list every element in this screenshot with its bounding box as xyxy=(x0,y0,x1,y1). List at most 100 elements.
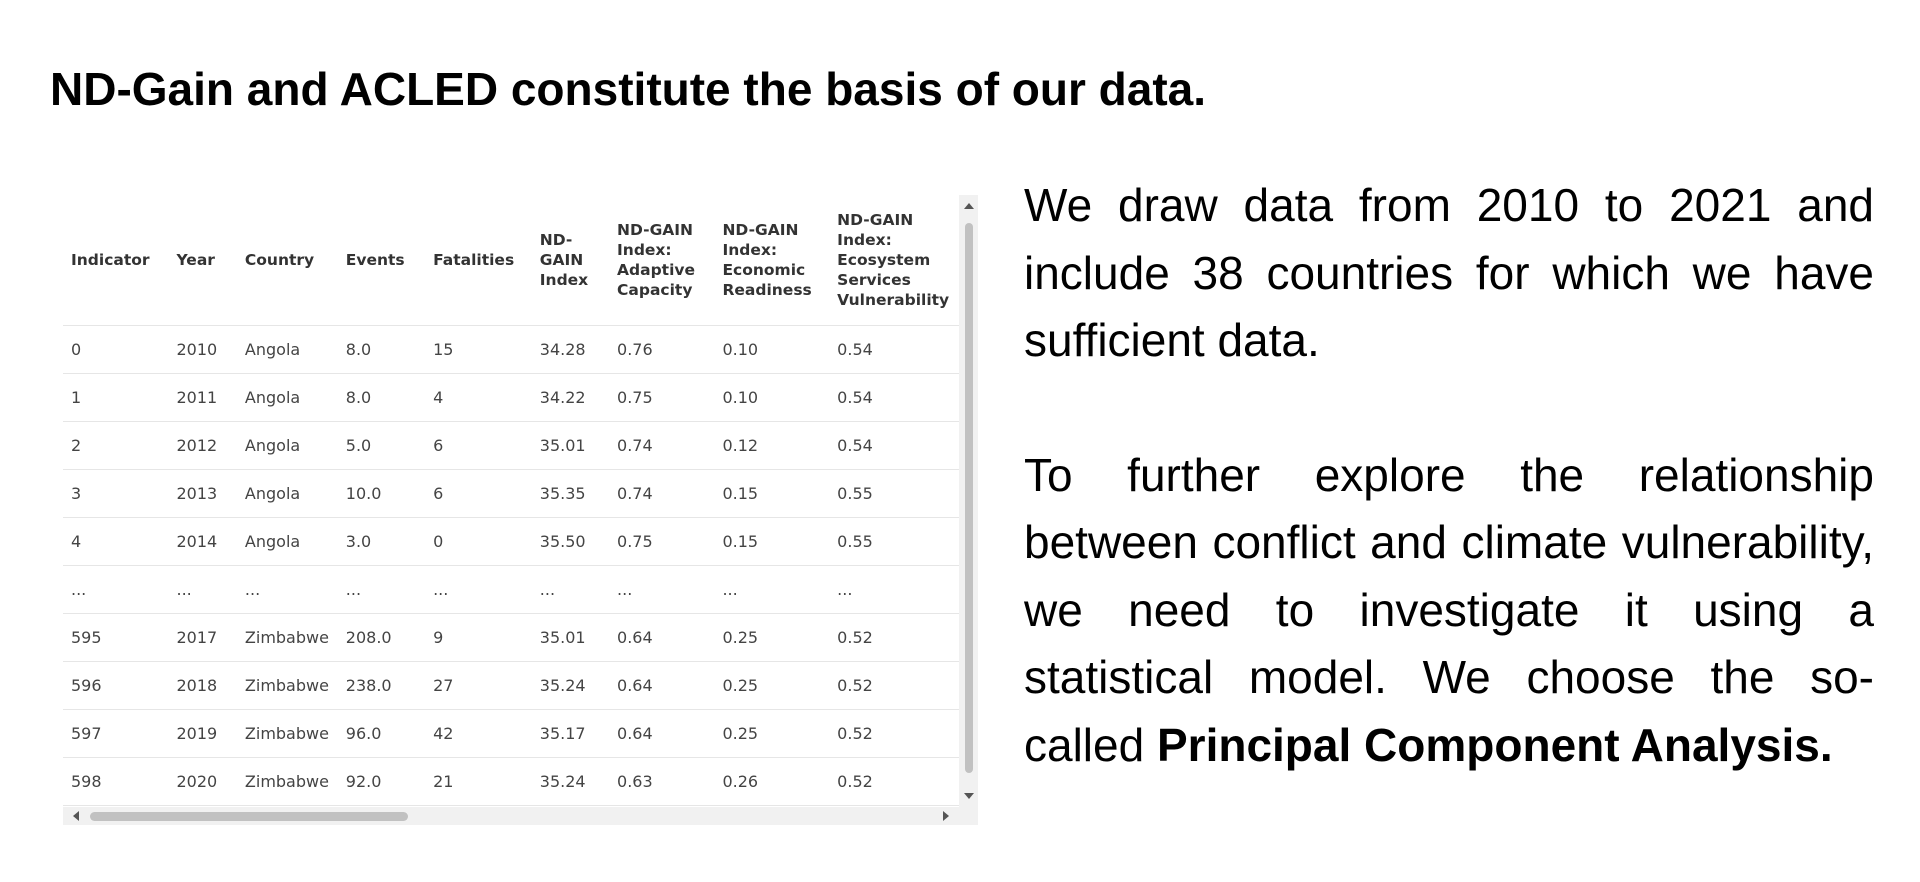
table-cell: 10.0 xyxy=(337,469,426,518)
table-cell: 0.25 xyxy=(714,709,830,758)
table-cell: 9 xyxy=(425,613,532,662)
table-cell: 35.01 xyxy=(531,613,610,662)
table-row: 596 2018 Zimbabwe 238.0 27 35.24 0.64 0.25 0.52 xyxy=(63,661,959,710)
table-cell: 0.10 xyxy=(714,373,830,422)
column-header: Fatalities xyxy=(425,195,532,326)
table-cell: 0.55 xyxy=(829,469,959,518)
scroll-down-arrow-icon[interactable] xyxy=(964,793,974,799)
table-cell: 15 xyxy=(425,325,532,374)
table-cell: 595 xyxy=(63,613,169,662)
table-cell: ... xyxy=(168,565,237,614)
table-cell: 2020 xyxy=(168,757,237,806)
table-cell: 35.17 xyxy=(531,709,610,758)
table-cell: 21 xyxy=(425,757,532,806)
table-cell: 6 xyxy=(425,469,532,518)
table-cell: 0.54 xyxy=(829,421,959,470)
column-header: ND-GAIN Index: Economic Readiness xyxy=(714,195,830,326)
table-cell: 3.0 xyxy=(337,517,426,566)
table-cell: 596 xyxy=(63,661,169,710)
table-cell: 6 xyxy=(425,421,532,470)
table-cell: 8.0 xyxy=(337,373,426,422)
table-cell: ... xyxy=(829,565,959,614)
table-viewport[interactable]: Indicator Year Country Events Fatalities ND-G… xyxy=(63,195,959,807)
table-cell: 0.55 xyxy=(829,517,959,566)
page-title: ND-Gain and ACLED constitute the basis o… xyxy=(50,63,1207,115)
table-cell: 42 xyxy=(425,709,532,758)
description-text: We draw data from 2010 to 2021 and inclu… xyxy=(1024,172,1874,779)
table-row: ........................... xyxy=(63,565,959,614)
table-cell: ... xyxy=(236,565,338,614)
table-row: 2 2012 Angola 5.0 6 35.01 0.74 0.12 0.54 xyxy=(63,421,959,470)
table-cell: 0.15 xyxy=(714,517,830,566)
horizontal-scrollbar[interactable] xyxy=(63,807,978,825)
table-cell: 0.75 xyxy=(609,373,715,422)
scroll-up-arrow-icon[interactable] xyxy=(964,203,974,209)
table-cell: 0.54 xyxy=(829,373,959,422)
table-cell: 8.0 xyxy=(337,325,426,374)
table-cell: 3 xyxy=(63,469,169,518)
column-header: ND-GAIN Index xyxy=(531,195,610,326)
paragraph-method-text: To further explore the relationship betw… xyxy=(1024,448,1874,771)
table-cell: 0.63 xyxy=(609,757,715,806)
table-cell: ... xyxy=(714,565,830,614)
table-cell: 0.52 xyxy=(829,709,959,758)
data-table: Indicator Year Country Events Fatalities ND-G… xyxy=(63,195,959,806)
table-cell: 0.25 xyxy=(714,661,830,710)
table-cell: 96.0 xyxy=(337,709,426,758)
column-header: ND-GAIN Index: Ecosystem Services Vulner… xyxy=(829,195,959,326)
table-cell: ... xyxy=(63,565,169,614)
table-cell: 0.76 xyxy=(609,325,715,374)
table-cell: ... xyxy=(337,565,426,614)
data-table-panel: Indicator Year Country Events Fatalities ND-G… xyxy=(63,195,978,825)
table-cell: 1 xyxy=(63,373,169,422)
table-cell: 208.0 xyxy=(337,613,426,662)
table-cell: 4 xyxy=(425,373,532,422)
table-cell: 0 xyxy=(425,517,532,566)
table-row: 4 2014 Angola 3.0 0 35.50 0.75 0.15 0.55 xyxy=(63,517,959,566)
table-cell: 0.26 xyxy=(714,757,830,806)
vertical-scroll-thumb[interactable] xyxy=(965,223,973,773)
table-cell: Zimbabwe xyxy=(236,757,338,806)
table-cell: 0.74 xyxy=(609,421,715,470)
table-cell: 2019 xyxy=(168,709,237,758)
table-cell: ... xyxy=(425,565,532,614)
table-cell: Angola xyxy=(236,325,338,374)
table-cell: 0 xyxy=(63,325,169,374)
table-cell: 2017 xyxy=(168,613,237,662)
table-header-row: Indicator Year Country Events Fatalities ND-G… xyxy=(63,195,959,326)
table-row: 597 2019 Zimbabwe 96.0 42 35.17 0.64 0.25 0.52 xyxy=(63,709,959,758)
table-cell: Zimbabwe xyxy=(236,661,338,710)
table-cell: 0.15 xyxy=(714,469,830,518)
table-cell: 0.64 xyxy=(609,613,715,662)
table-cell: 2 xyxy=(63,421,169,470)
table-cell: 2012 xyxy=(168,421,237,470)
table-cell: 35.24 xyxy=(531,661,610,710)
table-cell: 0.75 xyxy=(609,517,715,566)
table-cell: 92.0 xyxy=(337,757,426,806)
table-cell: 35.50 xyxy=(531,517,610,566)
scroll-left-arrow-icon[interactable] xyxy=(73,811,79,821)
paragraph-method: To further explore the relationship betw… xyxy=(1024,442,1874,780)
horizontal-scroll-thumb[interactable] xyxy=(90,812,408,821)
scroll-right-arrow-icon[interactable] xyxy=(943,811,949,821)
table-body: 0 2010 Angola 8.0 15 34.28 0.76 0.10 0.54 1 2011 An… xyxy=(63,325,959,806)
table-cell: Angola xyxy=(236,517,338,566)
table-cell: 34.22 xyxy=(531,373,610,422)
table-cell: 5.0 xyxy=(337,421,426,470)
table-cell: 2011 xyxy=(168,373,237,422)
table-row: 0 2010 Angola 8.0 15 34.28 0.76 0.10 0.54 xyxy=(63,325,959,374)
table-cell: 0.64 xyxy=(609,709,715,758)
column-header: Events xyxy=(337,195,426,326)
table-cell: 0.12 xyxy=(714,421,830,470)
table-cell: 598 xyxy=(63,757,169,806)
table-cell: Zimbabwe xyxy=(236,613,338,662)
table-cell: 34.28 xyxy=(531,325,610,374)
table-cell: 0.52 xyxy=(829,613,959,662)
vertical-scrollbar[interactable] xyxy=(959,195,978,807)
table-cell: 35.35 xyxy=(531,469,610,518)
table-cell: ... xyxy=(609,565,715,614)
table-cell: ... xyxy=(531,565,610,614)
table-cell: 2014 xyxy=(168,517,237,566)
table-cell: 0.52 xyxy=(829,661,959,710)
table-cell: 0.54 xyxy=(829,325,959,374)
